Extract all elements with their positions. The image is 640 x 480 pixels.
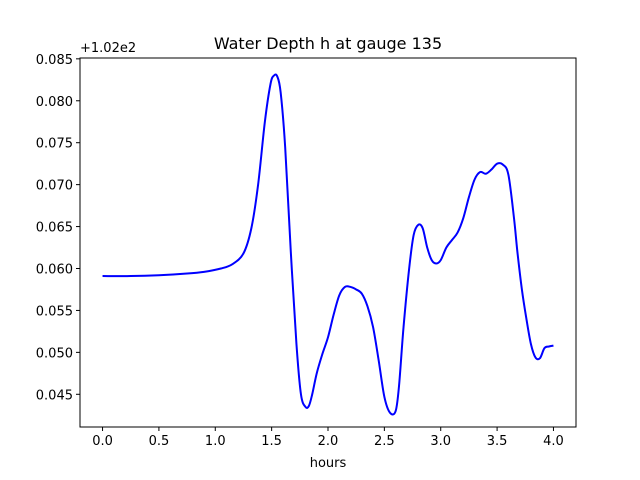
x-tick-label: 4.0 (543, 434, 564, 449)
x-tick-label: 1.5 (261, 434, 282, 449)
y-tick-label: 0.055 (36, 304, 73, 319)
x-tick-label: 0.0 (92, 434, 113, 449)
x-tick-label: 3.0 (430, 434, 451, 449)
y-offset-label: +1.02e2 (80, 41, 136, 56)
plot-area: 0.0 0.5 1.0 1.5 2.0 2.5 3.0 3.5 4.0 0.045 0.050 0.0… (36, 53, 577, 449)
y-tick-label: 0.065 (36, 221, 73, 236)
chart-title: Water Depth h at gauge 135 (214, 34, 442, 53)
x-tick-label: 1.0 (205, 434, 226, 449)
x-tick-label: 2.0 (318, 434, 339, 449)
series-line-0 (102, 73, 554, 416)
y-tick-label: 0.075 (36, 137, 73, 152)
x-tick-label: 2.5 (374, 434, 395, 449)
y-tick-label: 0.060 (36, 262, 73, 277)
y-tick-label: 0.050 (36, 346, 73, 361)
x-tick-label: 0.5 (149, 434, 170, 449)
y-tick-label: 0.085 (36, 53, 73, 68)
x-axis-label: hours (310, 456, 347, 471)
y-tick-label: 0.045 (36, 388, 73, 403)
y-tick-label: 0.070 (36, 179, 73, 194)
y-tick-label: 0.080 (36, 95, 73, 110)
x-tick-label: 3.5 (487, 434, 508, 449)
